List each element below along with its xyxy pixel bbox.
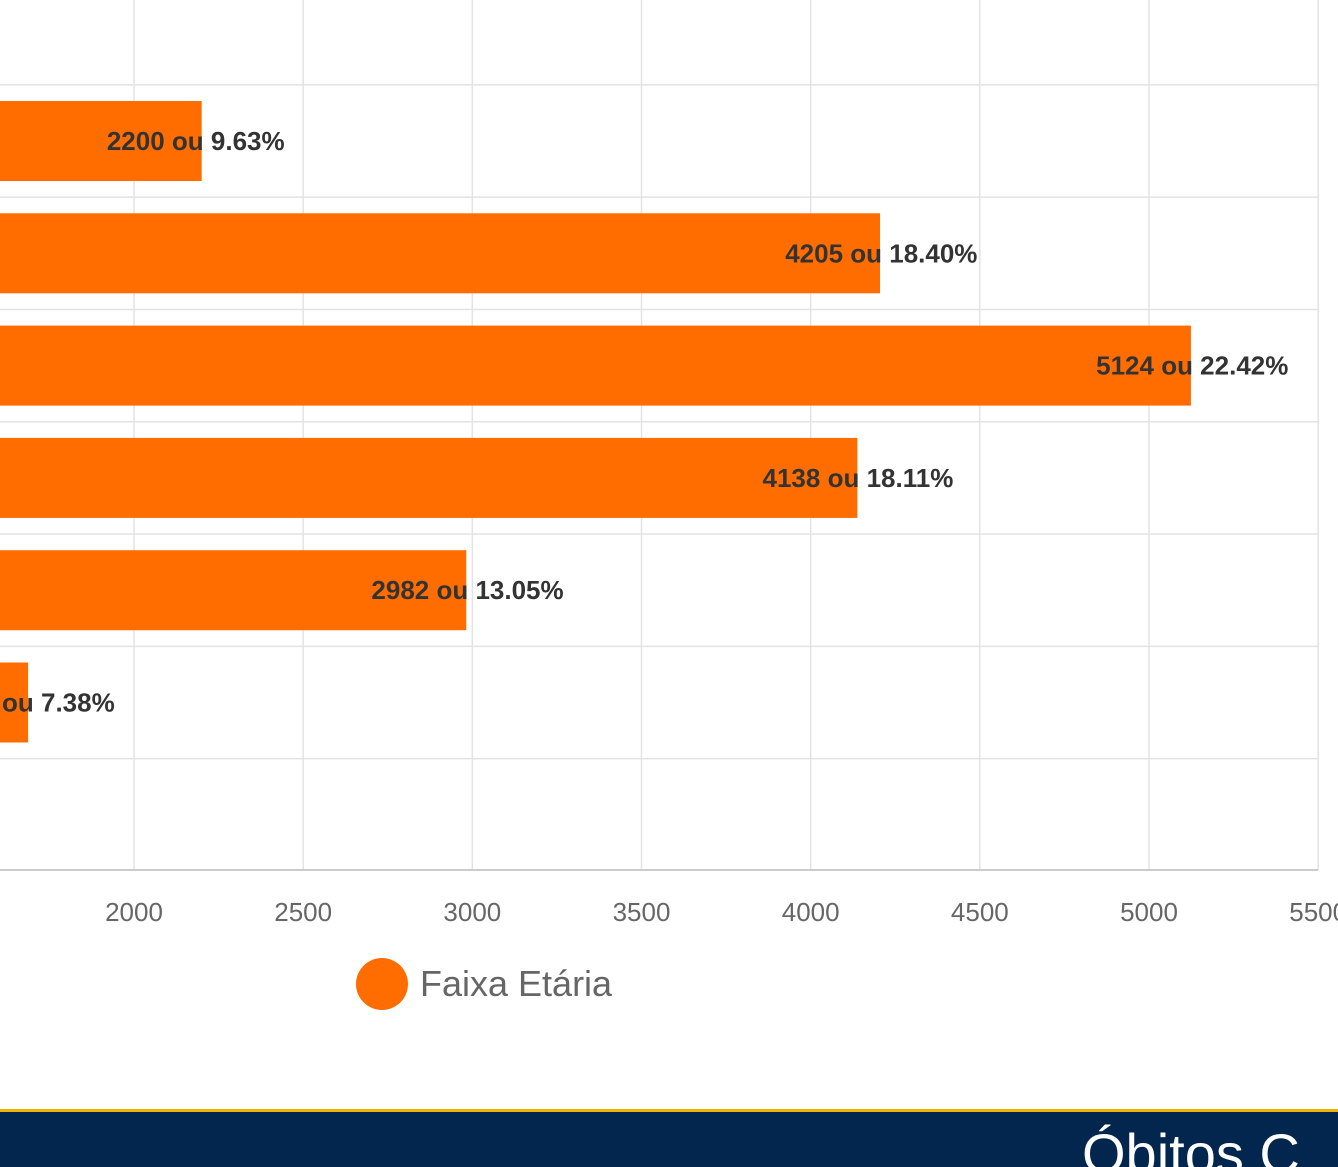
bar[interactable] <box>0 662 29 743</box>
bar[interactable] <box>0 325 1191 406</box>
x-tick-label: 3500 <box>613 897 671 927</box>
bar[interactable] <box>0 437 858 518</box>
data-label: 2982 ou 13.05% <box>371 575 563 605</box>
grid <box>0 0 1319 871</box>
x-tick-label: 3000 <box>443 897 501 927</box>
x-tick-label: 2000 <box>105 897 163 927</box>
x-tick-label: 2500 <box>274 897 332 927</box>
legend[interactable]: Faixa Etária <box>356 958 613 1010</box>
data-label: 2200 ou 9.63% <box>107 126 285 156</box>
x-tick-label: 4500 <box>951 897 1009 927</box>
x-tick-label: 5000 <box>1120 897 1178 927</box>
data-labels: 2200 ou 9.63% 4205 ou 18.40% 5124 ou 22.42… <box>2 126 1288 718</box>
x-tick-label: 4000 <box>782 897 840 927</box>
bar[interactable] <box>0 550 467 631</box>
data-label: 4205 ou 18.40% <box>785 238 977 268</box>
legend-label-faixa-etaria[interactable]: Faixa Etária <box>420 963 613 1004</box>
bar[interactable] <box>0 213 881 294</box>
x-tick-label: 5500 <box>1289 897 1338 927</box>
x-axis-ticks: 2000 2500 3000 3500 4000 4500 5000 5500 <box>105 897 1338 927</box>
footer-title: Óbitos C <box>1082 1122 1300 1167</box>
data-label: 4138 ou 18.11% <box>763 463 954 493</box>
bar[interactable] <box>0 101 202 181</box>
footer-banner: Óbitos C <box>0 1109 1338 1167</box>
legend-swatch-faixa-etaria[interactable] <box>356 958 408 1010</box>
bars <box>0 101 1191 743</box>
bar-chart: 2200 ou 9.63% 4205 ou 18.40% 5124 ou 22.42… <box>0 0 1338 1010</box>
data-label: 5124 ou 22.42% <box>1096 351 1288 381</box>
data-label: ou 7.38% <box>2 688 115 718</box>
